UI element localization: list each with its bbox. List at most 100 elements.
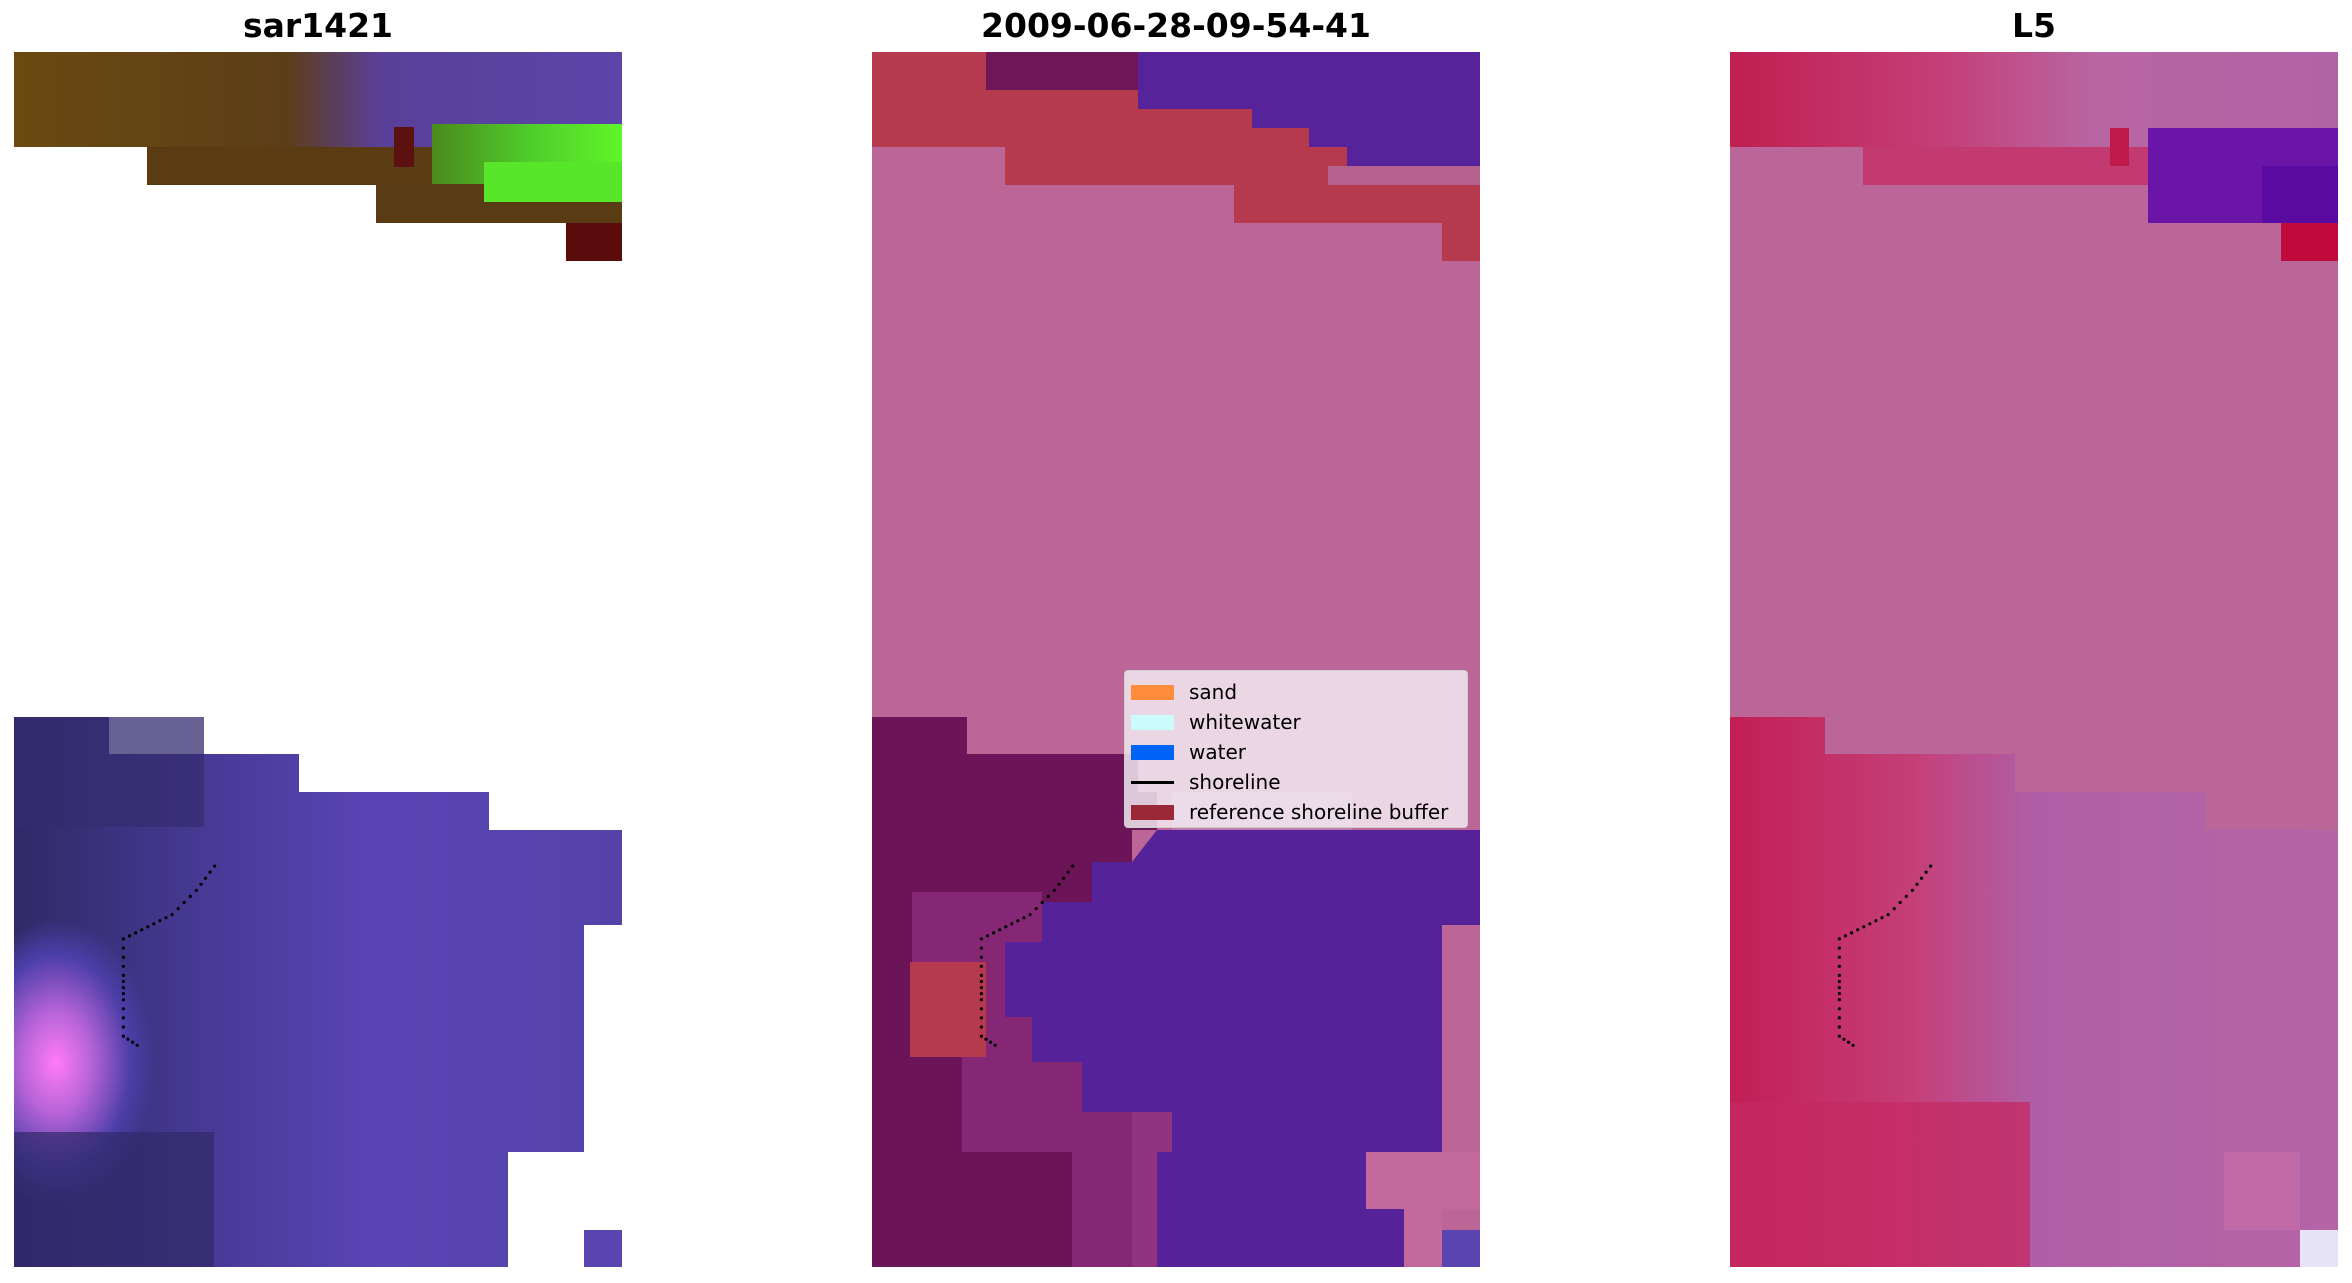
shoreline-point xyxy=(979,1007,983,1011)
legend-label-whitewater: whitewater xyxy=(1189,710,1301,734)
shoreline-point xyxy=(1868,922,1872,926)
sar-navy-upper xyxy=(14,717,204,827)
L5-crimson-lower xyxy=(1730,1102,2030,1267)
L5-crimson-pixel-2 xyxy=(2110,128,2129,166)
legend: sand whitewater water shoreline referenc… xyxy=(1124,670,1468,828)
shoreline-point xyxy=(1837,1025,1841,1029)
shoreline-point xyxy=(1046,894,1050,899)
shoreline-point xyxy=(213,864,217,868)
heatmap-panel-sar1421 xyxy=(14,52,622,1267)
shoreline-point xyxy=(1071,864,1075,868)
shoreline-point xyxy=(121,992,125,996)
L5-bottom-mauve xyxy=(2224,1152,2300,1230)
shoreline-point xyxy=(1842,1037,1846,1041)
L5-light-lavender xyxy=(2300,1230,2338,1267)
shoreline-point xyxy=(1880,916,1884,920)
shoreline-point xyxy=(1837,946,1841,950)
shoreline-point xyxy=(121,979,125,984)
shoreline-point xyxy=(985,934,990,938)
legend-entry-reference-buffer: reference shoreline buffer xyxy=(1131,797,1467,827)
shoreline-point xyxy=(121,937,125,941)
shoreline-point xyxy=(979,998,983,1002)
shoreline-point xyxy=(203,876,208,880)
shoreline-point xyxy=(208,870,212,874)
class-top-pink-strip xyxy=(1328,166,1480,185)
sar-bottom-white xyxy=(508,1152,546,1267)
shoreline-point xyxy=(1915,882,1919,886)
shoreline-point xyxy=(998,928,1002,932)
shoreline-point xyxy=(1843,934,1848,938)
shoreline-point xyxy=(170,913,174,917)
shoreline-point xyxy=(127,934,132,938)
shoreline-point xyxy=(131,1040,135,1044)
shoreline-point xyxy=(121,1016,125,1020)
legend-swatch-reference-buffer xyxy=(1131,804,1174,820)
class-red-block xyxy=(910,962,986,1057)
shoreline-point xyxy=(1892,907,1896,911)
shoreline-point xyxy=(979,946,983,950)
shoreline-point xyxy=(1837,986,1841,990)
shoreline-point xyxy=(1837,998,1841,1002)
shoreline-point xyxy=(194,888,198,892)
shoreline-point xyxy=(1856,928,1860,932)
shoreline-point xyxy=(1847,1040,1851,1044)
class-shoreline xyxy=(979,864,1075,1047)
shoreline-point xyxy=(979,973,983,978)
legend-swatch-sand xyxy=(1131,684,1174,700)
sar-navy-lower xyxy=(14,1132,214,1267)
shoreline-point xyxy=(1022,916,1026,920)
shoreline-point xyxy=(121,998,125,1002)
shoreline-point xyxy=(121,986,125,990)
shoreline-point xyxy=(121,955,125,959)
shoreline-point xyxy=(1010,922,1014,926)
shoreline-point xyxy=(1052,888,1056,892)
shoreline-point xyxy=(126,1037,130,1041)
shoreline-point xyxy=(992,931,996,935)
shoreline-point xyxy=(1919,876,1924,880)
panel-title-3: L5 xyxy=(2012,6,2056,45)
legend-label-reference-buffer: reference shoreline buffer xyxy=(1189,800,1449,824)
shoreline-point xyxy=(1910,888,1914,892)
shoreline-point xyxy=(1851,1043,1855,1047)
shoreline-point xyxy=(979,1025,983,1029)
shoreline-point xyxy=(1837,1007,1841,1011)
shoreline-point xyxy=(164,916,168,920)
sar1421-image xyxy=(14,52,622,1267)
shoreline-point xyxy=(1837,955,1841,959)
shoreline-point xyxy=(979,992,983,996)
legend-label-sand: sand xyxy=(1189,680,1238,704)
shoreline-point xyxy=(158,919,162,923)
shoreline-point xyxy=(135,1043,139,1047)
shoreline-point xyxy=(979,1016,983,1020)
shoreline-point xyxy=(121,973,125,978)
shoreline-point xyxy=(989,1040,993,1044)
class-water-region xyxy=(1005,830,1480,1267)
shoreline-point xyxy=(979,979,983,984)
sar-dark-red-pixel xyxy=(566,223,622,261)
L5-shoreline xyxy=(1837,864,1933,1047)
shoreline-point xyxy=(121,1025,125,1029)
shoreline-point xyxy=(121,1034,125,1038)
shoreline-point xyxy=(1016,919,1020,923)
shoreline-point xyxy=(979,937,983,941)
shoreline-point xyxy=(121,1007,125,1011)
legend-swatch-whitewater xyxy=(1131,714,1174,730)
shoreline-point xyxy=(1904,894,1908,899)
legend-label-shoreline: shoreline xyxy=(1189,770,1281,794)
class-bottom-water-corner xyxy=(1442,1230,1480,1267)
shoreline-point xyxy=(1898,900,1902,905)
shoreline-point xyxy=(1066,870,1070,874)
sar-green-patch-2 xyxy=(484,162,622,202)
shoreline-point xyxy=(152,922,156,926)
shoreline-point xyxy=(199,882,203,886)
sar-shoreline xyxy=(121,864,217,1047)
shoreline-point xyxy=(146,925,150,929)
shoreline-point xyxy=(134,931,138,935)
shoreline-point xyxy=(1886,913,1890,917)
legend-swatch-water xyxy=(1131,744,1174,760)
shoreline-point xyxy=(182,900,186,905)
shoreline-point xyxy=(1837,1034,1841,1038)
legend-line-shoreline xyxy=(1131,780,1174,784)
shoreline-point xyxy=(984,1037,988,1041)
shoreline-point xyxy=(1040,900,1044,905)
